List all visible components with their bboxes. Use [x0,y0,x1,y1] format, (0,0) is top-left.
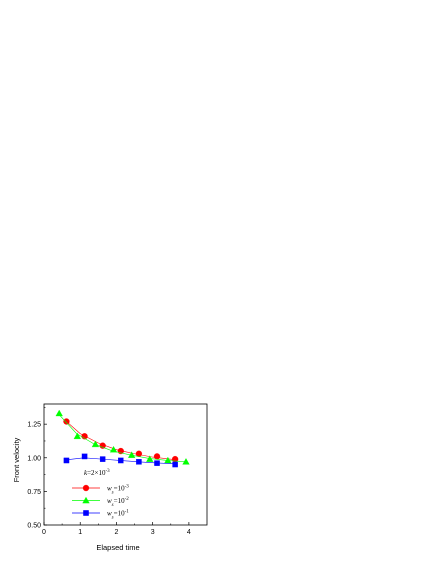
data-point [63,457,70,464]
legend-label: ws=10-2 [107,497,129,508]
fit-line [58,414,187,463]
data-point [118,457,124,464]
data-point [81,453,88,460]
legend-label: ws=10-1 [107,510,129,521]
tick-labels: 0 1 2 3 4 0.50 0.75 1.00 1.25 [27,422,191,536]
data-point [109,446,118,453]
data-point [164,456,172,464]
legend-title: k=2×10-3 [84,469,110,477]
x-tick-label: 2 [114,529,118,536]
data-point [172,461,178,468]
data-point [99,456,106,462]
plot-frame [43,403,208,526]
data-point [73,432,81,440]
data-point [91,440,100,448]
data-point [63,418,70,425]
series-triangle [55,409,190,465]
y-tick-label: 1.25 [27,422,41,429]
data-point [99,442,106,449]
x-tick-label: 1 [78,529,82,536]
legend-marker [82,496,90,504]
y-tick-label: 1.00 [27,455,41,462]
legend: k=2×10-3 ws=10-3ws=10-2 ws=10-1 [72,469,129,521]
x-axis-title: Elapsed time [96,543,139,552]
axes [43,403,208,526]
y-tick-label: 0.75 [27,489,41,496]
y-tick-label: 0.50 [27,523,41,530]
x-tick-label: 0 [42,529,46,536]
legend-label: ws=10-3 [107,485,129,496]
data-point [146,455,154,462]
data-point [55,409,63,417]
series-square [63,453,178,468]
plot-area [55,409,190,468]
data-point [153,453,161,460]
legend-item: ws=10-2 [72,496,129,508]
legend-item: ws=10-1 [72,510,129,521]
fit-line [66,421,177,461]
data-point [136,459,142,465]
data-point [154,460,160,466]
legend-marker [82,484,90,492]
y-axis-title: Front velocity [12,437,21,482]
data-point [128,451,136,458]
legend-marker [83,510,89,516]
data-point [182,458,190,465]
series-circle [63,418,179,463]
data-point [135,450,143,457]
legend-item: ws=10-3 [72,485,129,496]
x-tick-label: 4 [187,529,191,536]
x-tick-label: 3 [151,529,155,536]
